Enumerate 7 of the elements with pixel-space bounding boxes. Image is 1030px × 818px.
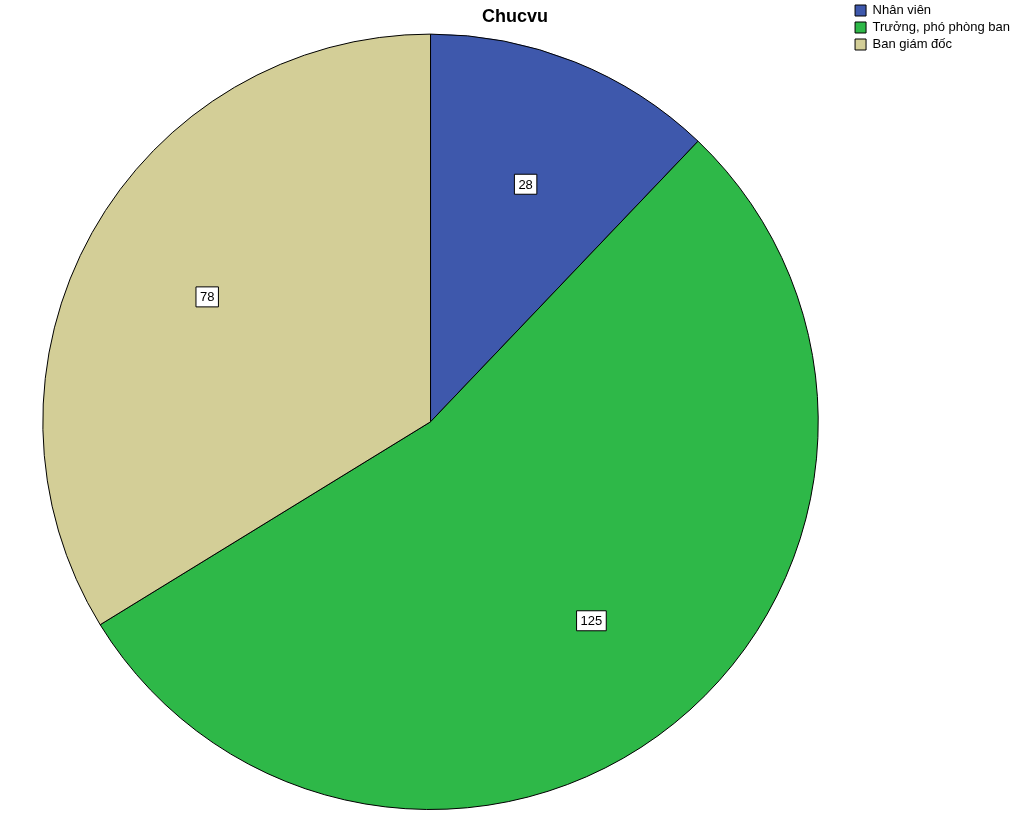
data-label: 125 — [580, 613, 603, 629]
legend-label: Ban giám đốc — [872, 36, 953, 52]
legend-label: Trưởng, phó phòng ban — [872, 19, 1010, 35]
legend-label: Nhân viên — [872, 2, 932, 18]
data-label: 28 — [518, 176, 533, 192]
chart-title: Chucvu — [481, 5, 549, 26]
data-label: 78 — [199, 289, 215, 305]
